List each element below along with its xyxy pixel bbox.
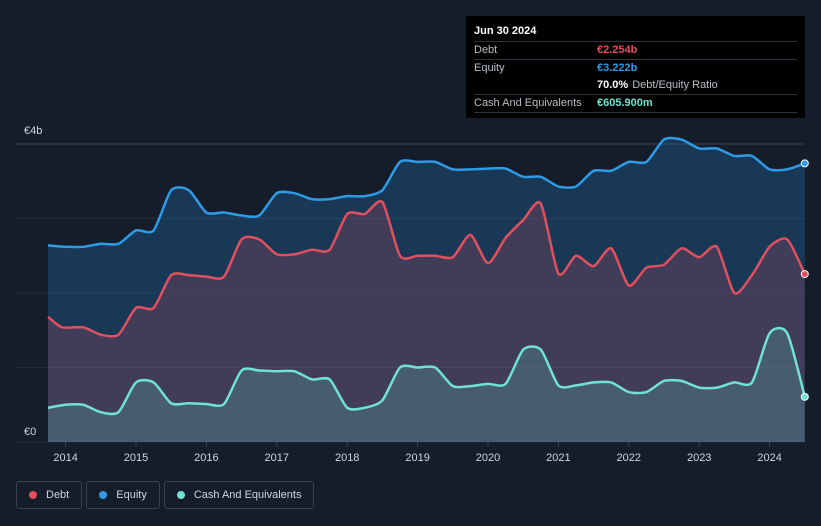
tooltip-value: €3.222b <box>597 62 638 74</box>
end-marker-debt <box>800 270 809 279</box>
legend-label: Cash And Equivalents <box>193 489 302 501</box>
x-tick-label: 2024 <box>757 452 781 464</box>
legend-dot <box>29 491 37 499</box>
x-tick-label: 2018 <box>335 452 359 464</box>
chart-grid <box>16 143 805 443</box>
area-debt <box>48 201 805 442</box>
tooltip-row-debt: Debt €2.254b <box>474 41 797 59</box>
tooltip-label: Cash And Equivalents <box>474 97 582 109</box>
tooltip-row-equity: Equity €3.222b <box>474 59 797 77</box>
x-tick-label: 2021 <box>546 452 570 464</box>
series-line-debt <box>47 199 806 338</box>
chart-legend: Debt Equity Cash And Equivalents <box>16 481 315 509</box>
legend-label: Debt <box>46 489 70 501</box>
tooltip-panel: Jun 30 2024 Debt €2.254b Equity €3.222b … <box>466 16 805 118</box>
legend-item-equity[interactable]: Equity <box>86 481 160 509</box>
chart-areas <box>48 138 805 443</box>
tooltip-row-cash: Cash And Equivalents €605.900m <box>474 94 797 113</box>
y-tick-label: €4b <box>24 125 42 137</box>
tooltip-date: Jun 30 2024 <box>474 25 537 37</box>
tooltip-row-ratio: 70.0% Debt/Equity Ratio <box>474 77 797 94</box>
x-tick-label: 2015 <box>124 452 148 464</box>
legend-item-cash[interactable]: Cash And Equivalents <box>163 481 315 509</box>
legend-item-debt[interactable]: Debt <box>16 481 83 509</box>
tooltip-ratio-label: Debt/Equity Ratio <box>632 79 718 91</box>
series-line-equity <box>47 136 806 249</box>
x-axis-ticks: 2014 2015 2016 2017 2018 2019 2020 2021 2022 2023… <box>53 442 782 464</box>
series-line-cash-and-equivalents <box>47 326 807 416</box>
tooltip-label <box>474 77 597 94</box>
y-axis-ticks: €4b €0 <box>24 125 42 438</box>
x-tick-label: 2020 <box>476 452 500 464</box>
x-tick-label: 2022 <box>617 452 641 464</box>
x-tick-label: 2017 <box>265 452 289 464</box>
tooltip-value: €2.254b <box>597 44 638 56</box>
tooltip-label: Equity <box>474 62 505 74</box>
x-tick-label: 2016 <box>194 452 218 464</box>
x-tick-label: 2023 <box>687 452 711 464</box>
end-marker-cash-and-equivalents <box>800 392 809 401</box>
x-tick-label: 2019 <box>405 452 429 464</box>
legend-dot <box>176 491 185 499</box>
legend-dot <box>99 491 108 499</box>
tooltip-value: 70.0% <box>597 79 629 91</box>
chart-lines <box>47 136 807 416</box>
end-marker-equity <box>800 159 809 168</box>
tooltip-value: €605.900m <box>597 97 653 109</box>
area-cash-and-equivalents <box>48 328 805 442</box>
tooltip-label: Debt <box>474 44 498 56</box>
legend-label: Equity <box>116 489 147 501</box>
area-equity <box>48 138 805 443</box>
chart-end-markers <box>800 159 809 401</box>
y-tick-label: €0 <box>24 426 36 438</box>
x-tick-label: 2014 <box>53 452 77 464</box>
